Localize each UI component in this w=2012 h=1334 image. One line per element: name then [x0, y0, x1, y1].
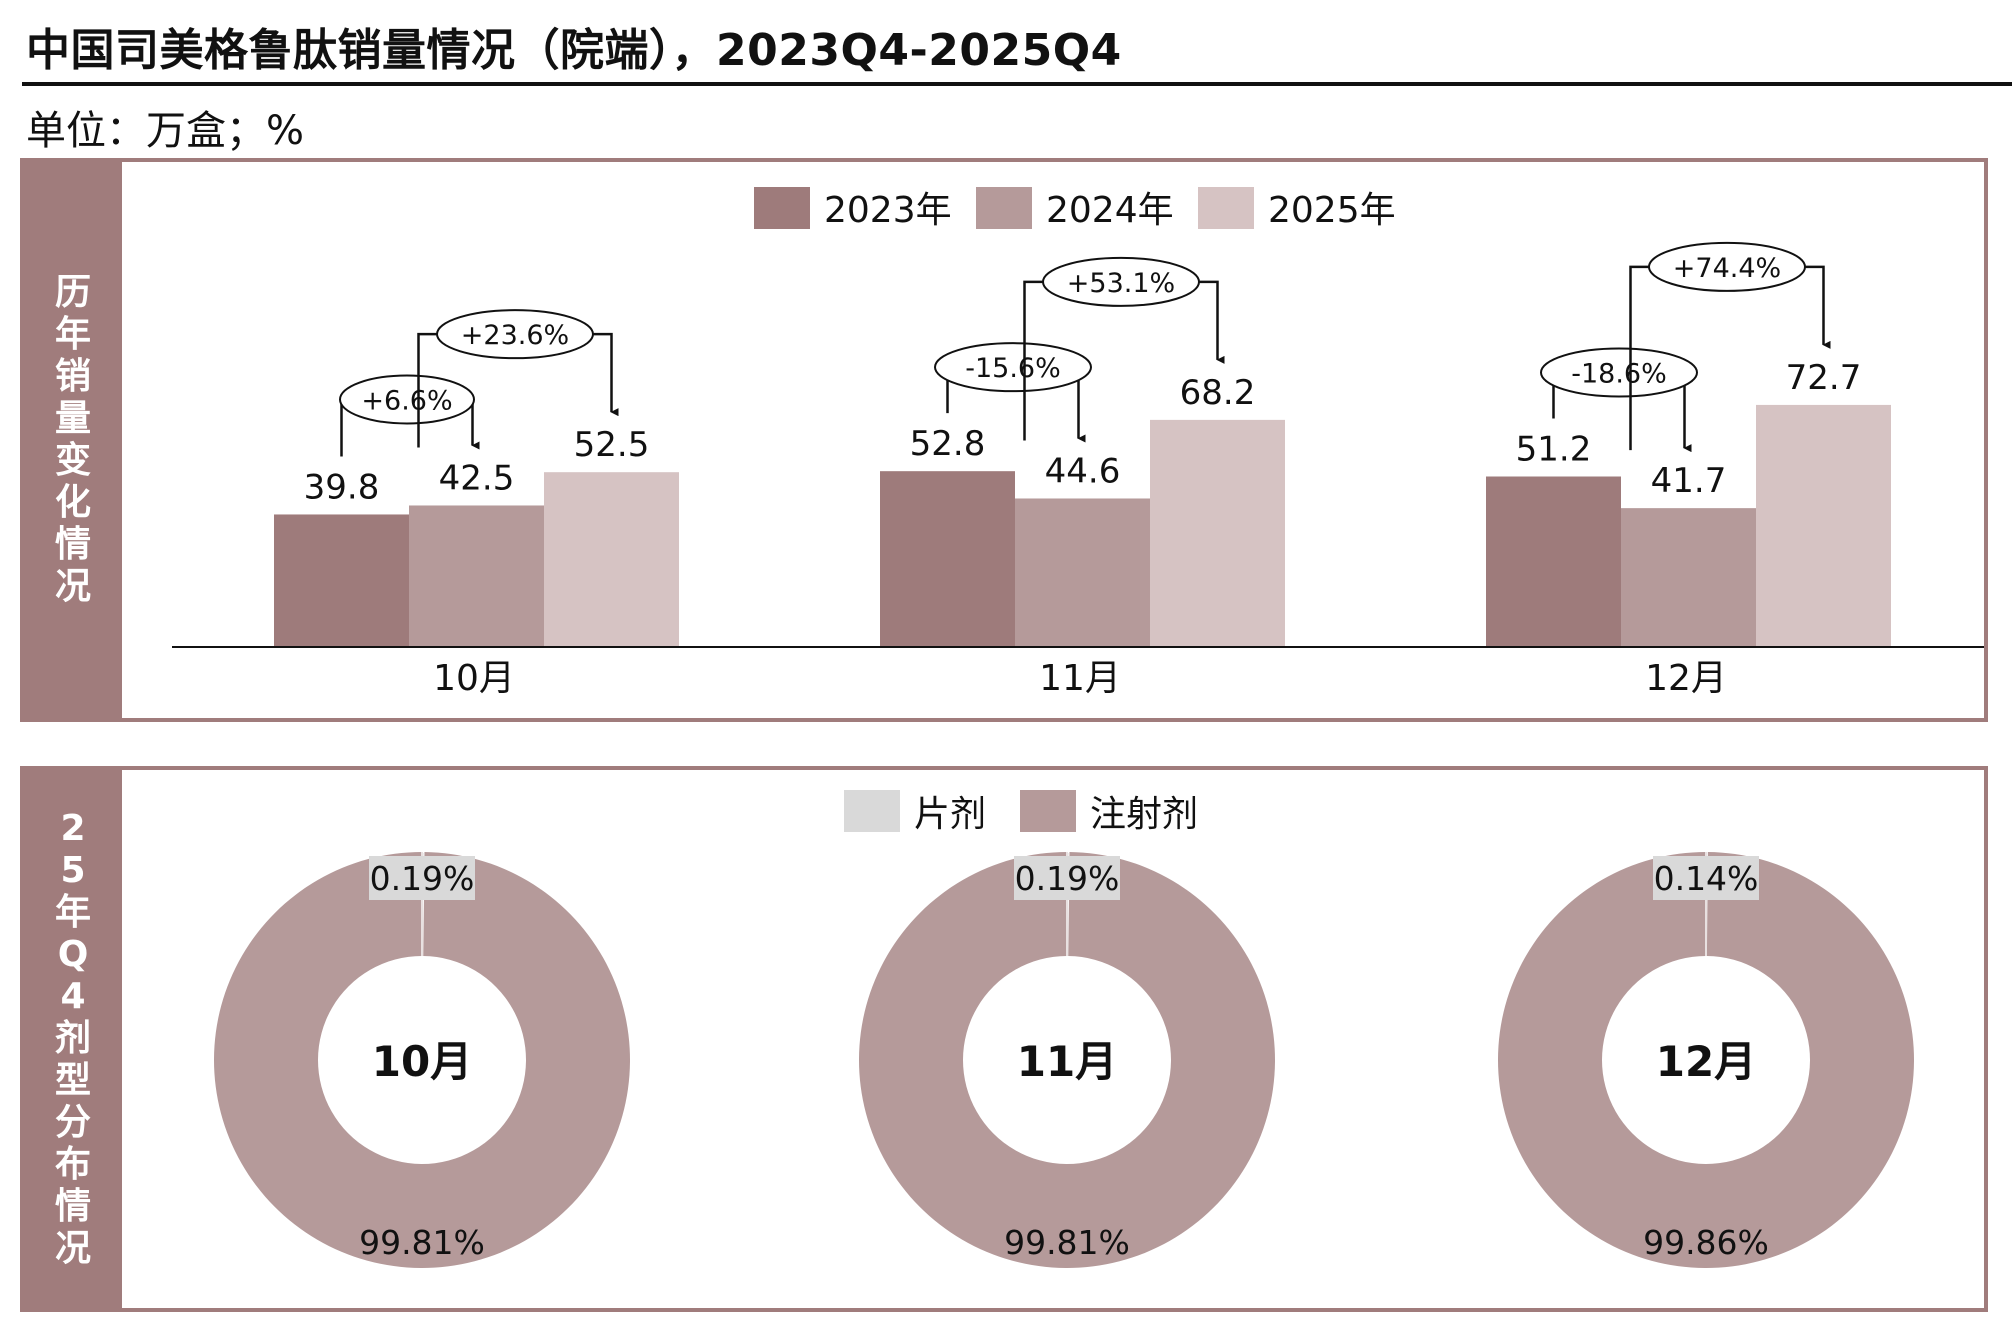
change-label-3: +53.1%: [1067, 268, 1175, 299]
bar-1-0: [880, 471, 1015, 647]
legend-label-0: 片剂: [914, 794, 986, 835]
legend-label-0: 2023年: [824, 190, 952, 231]
donut-slice-2-1: [1498, 852, 1914, 1268]
donut-center-label-2: 12月: [1656, 1037, 1756, 1086]
change-label-0: +6.6%: [361, 385, 452, 416]
bar-0-0: [274, 514, 409, 647]
x-tick-label-2: 12月: [1645, 658, 1727, 699]
donut-center-label-0: 10月: [372, 1037, 472, 1086]
bar-value-1-1: 44.6: [1045, 451, 1121, 491]
legend-label-1: 注射剂: [1090, 794, 1198, 835]
change-badge-0: [339, 374, 475, 425]
sales-bar-panel: 历年销量变化情况 2023年 2024年 2025年 39.8 42.5 52.5 10月 5…: [20, 158, 1988, 722]
legend-swatch-0: [844, 790, 900, 832]
large-slice-label-0: 99.81%: [359, 1223, 485, 1262]
bar-0-1: [409, 505, 544, 647]
legend-swatch-1: [976, 187, 1032, 229]
change-label-4: -18.6%: [1571, 359, 1667, 390]
change-badge-3: [1042, 256, 1200, 307]
bar-value-2-2: 72.7: [1786, 358, 1862, 398]
x-tick-label-1: 11月: [1039, 658, 1121, 699]
bar-value-2-0: 51.2: [1516, 430, 1592, 470]
legend-swatch-2: [1198, 187, 1254, 229]
bar-value-0-0: 39.8: [304, 467, 380, 507]
bar-value-0-1: 42.5: [439, 458, 515, 498]
bar-1-2: [1150, 419, 1285, 647]
legend-label-2: 2025年: [1268, 190, 1396, 231]
top-panel-side-tab: 历年销量变化情况: [24, 162, 122, 718]
bottom-panel-side-tab: 25年Q4剂型分布情况: [24, 770, 122, 1308]
change-label-5: +74.4%: [1673, 253, 1781, 284]
bar-2-1: [1621, 508, 1756, 647]
change-badge-5: [1648, 241, 1806, 292]
bar-value-2-1: 41.7: [1651, 461, 1727, 501]
title-divider: [22, 82, 2012, 86]
small-slice-label-bg-1: [1014, 856, 1120, 900]
change-label-1: +23.6%: [461, 320, 569, 351]
change-badge-4: [1540, 347, 1698, 398]
donut-center-label-1: 11月: [1017, 1037, 1117, 1086]
x-tick-label-0: 10月: [433, 658, 515, 699]
large-slice-label-2: 99.86%: [1643, 1223, 1769, 1262]
small-slice-label-2: 0.14%: [1654, 859, 1759, 898]
bar-value-0-2: 52.5: [574, 425, 650, 465]
bar-2-2: [1756, 404, 1891, 647]
bar-chart: 2023年 2024年 2025年 39.8 42.5 52.5 10月 52.8 44.6 68…: [172, 187, 1984, 699]
bar-1-1: [1015, 498, 1150, 647]
unit-note: 单位：万盒；%: [26, 108, 305, 154]
change-badge-2: [934, 342, 1092, 393]
change-label-2: -15.6%: [965, 353, 1061, 384]
large-slice-label-1: 99.81%: [1004, 1223, 1130, 1262]
small-slice-label-1: 0.19%: [1015, 859, 1120, 898]
bar-value-1-2: 68.2: [1180, 373, 1256, 413]
small-slice-label-0: 0.19%: [370, 859, 475, 898]
small-slice-label-bg-2: [1653, 856, 1759, 900]
bar-value-1-0: 52.8: [910, 424, 986, 464]
donut-charts: 片剂 注射剂 0.19% 99.81% 10月 0.19% 99.81% 11月 0.14% 99…: [214, 790, 1914, 1269]
bar-0-2: [544, 472, 679, 647]
small-slice-label-bg-0: [369, 856, 475, 900]
bottom-panel-label: 25年Q4剂型分布情况: [54, 808, 91, 1269]
donut-slice-1-1: [858, 852, 1275, 1269]
page-title: 中国司美格鲁肽销量情况（院端），2023Q4-2025Q4: [26, 25, 1122, 76]
donut-slice-0-1: [214, 852, 631, 1268]
top-panel-label: 历年销量变化情况: [54, 272, 91, 607]
change-badge-1: [436, 309, 594, 360]
legend-label-1: 2024年: [1046, 190, 1174, 231]
legend-swatch-0: [754, 187, 810, 229]
bar-2-0: [1486, 476, 1621, 647]
dosage-donut-panel: 25年Q4剂型分布情况 片剂 注射剂 0.19% 99.81% 10月 0.19% 99.8…: [20, 766, 1988, 1312]
legend-swatch-1: [1020, 790, 1076, 832]
